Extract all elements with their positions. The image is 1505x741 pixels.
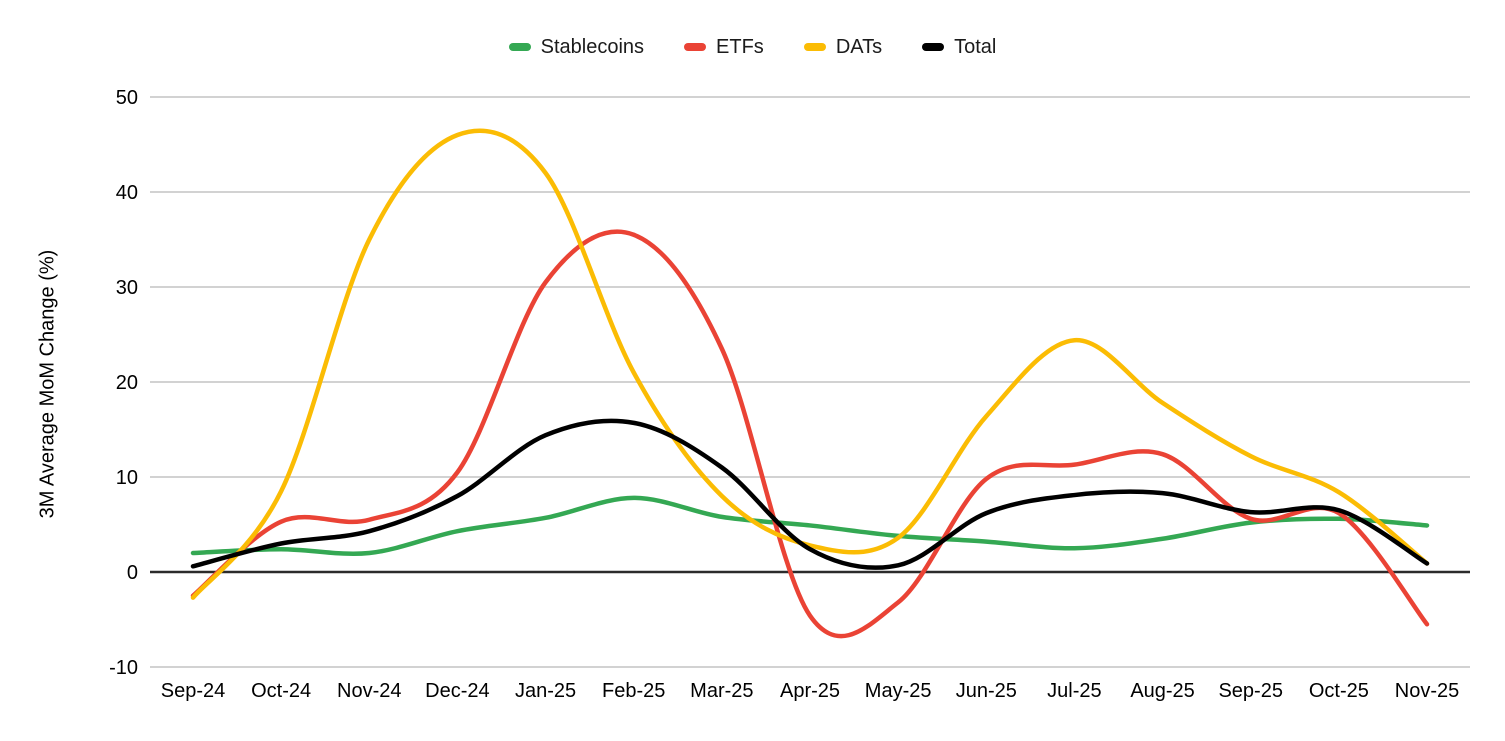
x-tick-label: Sep-25 (1218, 680, 1283, 702)
legend-label: ETFs (716, 36, 764, 58)
legend-label: Stablecoins (540, 36, 645, 58)
legend-label: Total (954, 36, 997, 58)
legend-item-stablecoins: Stablecoins (508, 36, 645, 58)
y-tick-label: 0 (127, 562, 138, 584)
legend-swatch-icon (922, 43, 945, 51)
series-line-etfs (190, 229, 1430, 639)
x-tick-label: Mar-25 (690, 680, 753, 702)
series-line-dats (190, 128, 1430, 600)
y-tick-label: 30 (116, 277, 138, 299)
x-tick-label: Feb-25 (602, 680, 665, 702)
legend-swatch-icon (684, 43, 707, 51)
legend-item-etfs: ETFs (684, 37, 764, 57)
x-tick-label: Jun-25 (956, 680, 1017, 702)
x-tick-label: Sep-24 (161, 680, 226, 702)
x-tick-label: Oct-24 (251, 680, 311, 702)
chart-legend: Stablecoins ETFs DATs Total (0, 34, 1505, 60)
x-tick-label: Aug-25 (1130, 680, 1195, 702)
x-tick-label: Jul-25 (1047, 680, 1101, 702)
legend-item-total: Total (922, 37, 996, 57)
x-tick-label: May-25 (865, 680, 932, 702)
y-tick-label: 40 (116, 182, 138, 204)
y-tick-label: -10 (109, 657, 138, 679)
legend-label: DATs (835, 36, 883, 58)
x-tick-label: Oct-25 (1309, 680, 1369, 702)
legend-swatch-icon (508, 43, 531, 51)
x-tick-label: Jan-25 (515, 680, 576, 702)
legend-swatch-icon (803, 43, 826, 51)
series-line-stablecoins (190, 495, 1430, 557)
y-tick-label: 50 (116, 87, 138, 109)
series-line-total (190, 418, 1430, 570)
y-tick-label: 10 (116, 467, 138, 489)
legend-item-dats: DATs (803, 36, 883, 58)
x-tick-label: Apr-25 (780, 680, 840, 702)
x-tick-label: Nov-25 (1395, 680, 1459, 702)
x-tick-label: Nov-24 (337, 680, 401, 702)
y-tick-label: 20 (116, 372, 138, 394)
x-tick-label: Dec-24 (425, 680, 489, 702)
